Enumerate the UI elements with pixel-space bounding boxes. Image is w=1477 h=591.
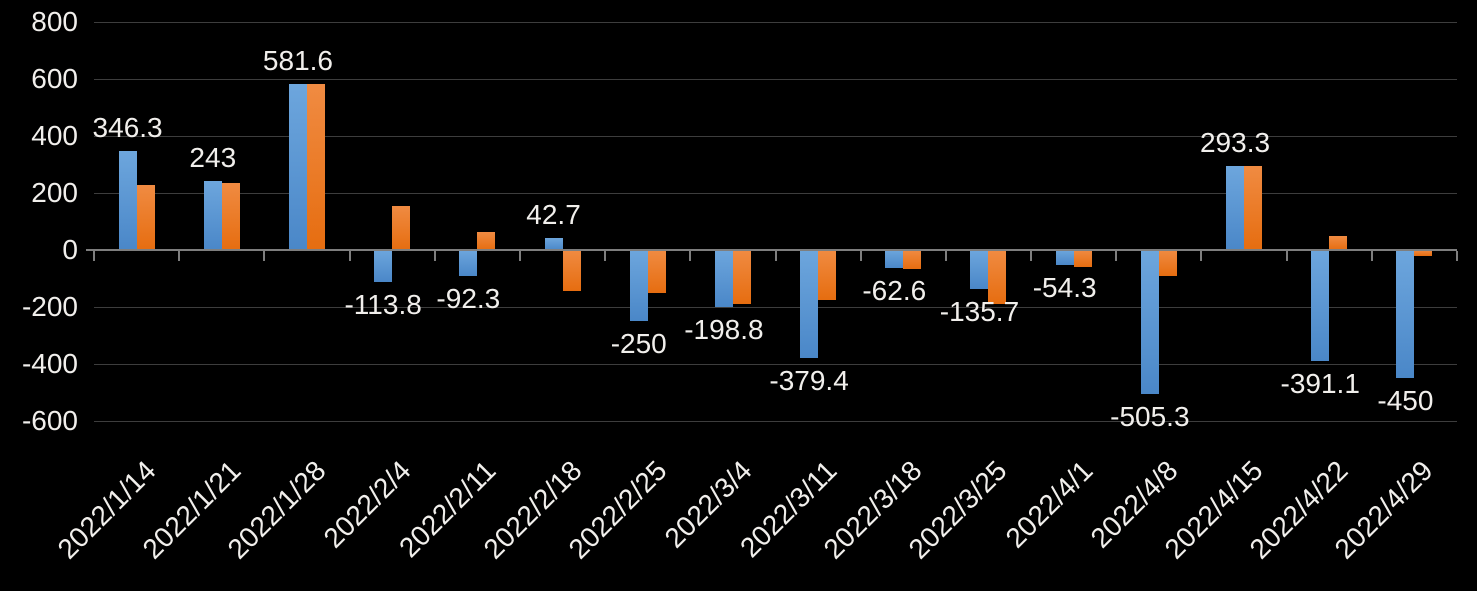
bar-orange[interactable] [1073, 250, 1092, 268]
bar-blue[interactable] [203, 180, 222, 250]
x-axis-tick [1115, 251, 1118, 261]
x-axis-tick [433, 251, 436, 261]
y-axis-label: -600 [21, 405, 78, 436]
data-label: -54.3 [1032, 272, 1097, 304]
bar-blue[interactable] [714, 250, 733, 307]
x-axis-tick [1030, 251, 1033, 261]
bar-blue[interactable] [800, 250, 819, 359]
x-axis-tick [93, 251, 95, 261]
data-label: -250 [610, 328, 667, 360]
bar-orange[interactable] [1244, 166, 1263, 250]
gridline [94, 192, 1457, 194]
bar-blue[interactable] [374, 250, 393, 283]
bar-orange[interactable] [903, 250, 922, 269]
bar-orange[interactable] [136, 185, 155, 250]
bar-blue[interactable] [885, 250, 904, 268]
data-label: -113.8 [344, 289, 422, 321]
data-label: -391.1 [1280, 368, 1360, 400]
bar-blue[interactable] [1140, 250, 1159, 394]
bar-orange[interactable] [562, 250, 581, 292]
data-label: -450 [1377, 385, 1434, 417]
x-axis-tick [774, 251, 777, 261]
bar-blue[interactable] [544, 237, 563, 250]
bar-orange[interactable] [1158, 250, 1177, 276]
x-axis-tick [518, 251, 521, 261]
x-axis-tick [944, 251, 947, 261]
y-axis-label: -400 [21, 348, 78, 379]
bar-blue[interactable] [459, 250, 478, 277]
data-label: -62.6 [862, 274, 927, 306]
x-axis-tick [1200, 251, 1203, 261]
x-axis-line [86, 249, 1457, 251]
x-axis-tick [1456, 251, 1458, 261]
y-axis-label: -200 [21, 291, 78, 322]
gridline [94, 363, 1457, 365]
gridline [94, 306, 1457, 308]
y-axis-label: 200 [31, 177, 78, 208]
bar-orange[interactable] [306, 84, 325, 250]
x-axis-tick [1285, 251, 1288, 261]
bar-blue[interactable] [118, 151, 137, 250]
data-label: 581.6 [262, 45, 333, 77]
bar-blue[interactable] [1055, 250, 1074, 266]
data-label: -135.7 [939, 295, 1020, 327]
bar-blue[interactable] [288, 84, 307, 250]
data-label: -505.3 [1110, 401, 1190, 432]
gridline [94, 420, 1457, 422]
data-label: -198.8 [684, 313, 764, 345]
bar-orange[interactable] [818, 250, 837, 300]
x-axis-tick [348, 251, 351, 261]
x-axis-tick [604, 251, 607, 261]
bar-blue[interactable] [970, 250, 989, 289]
bar-orange[interactable] [221, 183, 240, 250]
data-label: 42.7 [526, 198, 581, 230]
gridline [94, 78, 1457, 80]
y-axis-label: 0 [62, 234, 78, 265]
bar-blue[interactable] [1396, 250, 1415, 379]
bar-orange[interactable] [647, 250, 666, 293]
gridline [94, 21, 1457, 23]
bar-orange[interactable] [392, 205, 411, 250]
y-axis-label: 400 [31, 120, 78, 151]
x-axis-tick [689, 251, 692, 261]
data-label: 346.3 [92, 112, 163, 144]
bar-orange[interactable] [1414, 250, 1433, 256]
x-axis-tick [263, 251, 266, 261]
data-label: -379.4 [769, 365, 849, 397]
bar-blue[interactable] [1311, 250, 1330, 362]
gridline [94, 135, 1457, 137]
x-axis-tick [1370, 251, 1373, 261]
x-axis-tick [859, 251, 862, 261]
data-label: 293.3 [1199, 127, 1271, 159]
y-axis-label: 800 [31, 6, 78, 37]
bar-orange[interactable] [988, 250, 1007, 305]
y-axis-label: 600 [31, 63, 78, 94]
bar-blue[interactable] [629, 250, 648, 322]
x-axis-tick [178, 251, 181, 261]
bar-orange[interactable] [1329, 236, 1348, 250]
bar-orange[interactable] [732, 250, 751, 305]
bar-orange[interactable] [477, 231, 496, 250]
data-label: 243 [189, 141, 237, 173]
bar-blue[interactable] [1226, 166, 1245, 250]
data-label: -92.3 [436, 283, 501, 315]
